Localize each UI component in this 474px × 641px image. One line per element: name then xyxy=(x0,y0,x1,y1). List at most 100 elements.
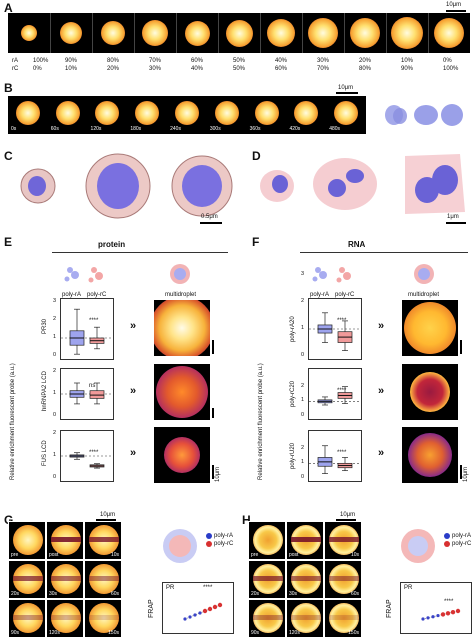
boxplot-panelE-2 xyxy=(60,430,114,482)
boxplot-panelF-0 xyxy=(308,298,362,360)
scale-bar-d xyxy=(446,222,466,224)
tick-label: 0 xyxy=(53,412,57,418)
bleach-band xyxy=(89,537,119,542)
bleach-band xyxy=(51,537,81,542)
group-line-f xyxy=(300,252,468,253)
bleach-band xyxy=(13,576,43,581)
frap-droplet xyxy=(89,603,119,633)
tick-label: 0 xyxy=(53,352,57,358)
percent-rA-1: 90% xyxy=(65,58,78,64)
tick-label: 1 xyxy=(53,334,57,340)
strip-divider xyxy=(134,13,135,53)
frap-frame-0: pre xyxy=(8,521,46,560)
droplet-a-8 xyxy=(350,18,380,48)
panel-d-3d-render xyxy=(260,154,465,214)
legend-dot-icon xyxy=(444,533,450,539)
legend-dot-icon xyxy=(444,541,450,547)
frap-droplet xyxy=(13,603,43,633)
frap-frame-7: 120s xyxy=(46,599,84,638)
legend-multi-f: multidroplet xyxy=(408,292,440,298)
droplet-b-4 xyxy=(175,101,199,125)
frap-time-label: post xyxy=(49,552,59,558)
droplet-b-8 xyxy=(334,101,359,125)
legend-c-e: poly-rC xyxy=(87,292,107,298)
scale-bar-g xyxy=(96,519,116,521)
scale-bar-c xyxy=(200,222,222,224)
frap-time-label: 90s xyxy=(251,630,260,636)
tick-label: 2 xyxy=(53,430,57,436)
ylabel-f: Relative enrichment fluorescent probe (a… xyxy=(258,363,264,480)
tick-label: 2 xyxy=(301,298,305,304)
tick-label: 3 xyxy=(53,298,57,304)
frap-frame-3: 20s xyxy=(248,560,286,599)
droplet-a-6 xyxy=(267,19,295,47)
chevron-right-icon: » xyxy=(130,447,137,459)
frap-point xyxy=(207,606,213,612)
frap-frame-6: 90s xyxy=(8,599,46,638)
strip-divider xyxy=(428,13,429,53)
legend-a-f: poly-rA xyxy=(310,292,330,298)
bleach-band xyxy=(13,615,43,620)
frap-point xyxy=(188,615,192,619)
frap-time-label: 120s xyxy=(49,630,60,636)
droplet-a-3 xyxy=(142,20,168,46)
frap-time-label: pre xyxy=(251,552,259,558)
legend-dots-e xyxy=(64,267,103,283)
scale-bar-f1 xyxy=(460,340,462,354)
boxplot-panelE-0 xyxy=(60,298,114,360)
panel-label-e: E xyxy=(4,235,13,249)
frap-frame-1: post xyxy=(46,521,84,560)
frap-time-label: 150s xyxy=(348,630,359,636)
frap-point xyxy=(455,608,461,614)
percent-rC-7: 70% xyxy=(317,66,330,72)
droplet-a-0 xyxy=(21,25,37,41)
strip-divider xyxy=(386,13,387,53)
droplet-b-3 xyxy=(135,101,160,125)
significance: **** xyxy=(337,388,347,394)
time-b-0: 0s xyxy=(11,126,17,132)
boxplot-svg xyxy=(61,308,113,355)
frap-droplet xyxy=(329,603,359,633)
time-b-3: 180s xyxy=(130,126,142,132)
image-poly-rc20 xyxy=(402,364,458,420)
legend-g: poly-rA poly-rC xyxy=(206,533,233,547)
scale-bar-e3 xyxy=(212,465,214,479)
row-name: PR30 xyxy=(42,319,48,335)
strip-divider xyxy=(176,13,177,53)
inset-label-g: PR xyxy=(166,585,175,591)
legend-h: poly-rA poly-rC xyxy=(444,533,471,547)
boxplot-panelF-2 xyxy=(308,430,362,482)
bleach-band xyxy=(253,615,283,620)
tick-label: 3 xyxy=(301,271,305,277)
frap-point xyxy=(440,612,446,617)
percent-rC-5: 50% xyxy=(233,66,246,72)
scale-label-f: 10μm xyxy=(463,466,469,482)
percent-rA-2: 80% xyxy=(107,58,120,64)
panel-label-g: G xyxy=(4,513,14,527)
inset-label-h: PR xyxy=(404,585,413,591)
chevron-right-icon: » xyxy=(378,320,385,332)
row-label-ra: rA xyxy=(12,58,18,64)
frap-time-label: 30s xyxy=(289,591,298,597)
time-b-8: 480s xyxy=(329,126,341,132)
frap-point xyxy=(421,617,425,621)
fusion-shapes xyxy=(385,104,463,126)
chevron-right-icon: » xyxy=(378,385,385,397)
frap-frame-1: post xyxy=(286,521,324,560)
scale-bar-a xyxy=(446,10,466,12)
droplet-a-7 xyxy=(308,18,338,48)
panel-label-h: H xyxy=(242,513,251,527)
frap-point xyxy=(198,611,202,615)
frap-point xyxy=(426,616,430,620)
frap-frame-5: 60s xyxy=(84,560,122,599)
droplet-a-5 xyxy=(225,19,253,47)
image-poly-ra20 xyxy=(402,300,458,356)
frap-droplet xyxy=(291,603,321,633)
row-name: poly-rC20 xyxy=(290,381,296,408)
frap-time-label: 90s xyxy=(11,630,20,636)
strip-divider xyxy=(302,13,303,53)
legend-c-f: poly-rC xyxy=(335,292,355,298)
sig-g: **** xyxy=(203,585,213,591)
frap-time-label: 60s xyxy=(110,591,119,597)
scale-label-h: 10μm xyxy=(340,512,356,518)
